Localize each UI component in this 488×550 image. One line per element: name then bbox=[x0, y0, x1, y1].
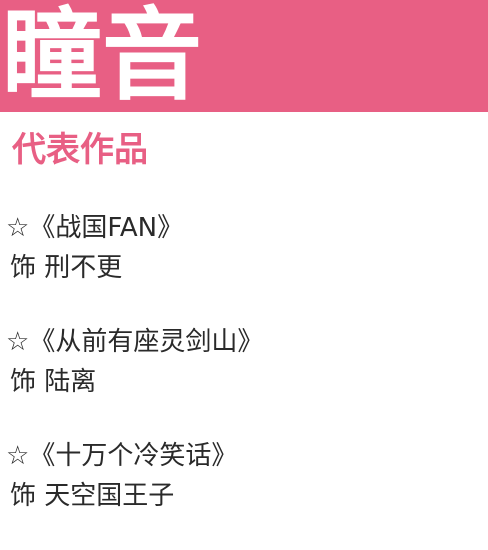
star-icon: ☆ bbox=[6, 441, 30, 471]
work-title-text: 《从前有座灵剑山》 bbox=[29, 327, 264, 357]
role-name: 陆离 bbox=[44, 367, 97, 397]
star-icon: ☆ bbox=[6, 213, 30, 243]
list-item: ☆《战国FAN》 饰 刑不更 bbox=[6, 208, 482, 322]
work-title-text: 《十万个冷笑话》 bbox=[29, 441, 238, 471]
work-title: ☆《从前有座灵剑山》 bbox=[6, 322, 482, 362]
header-banner: 瞳音 bbox=[0, 0, 488, 114]
work-title: ☆《十万个冷笑话》 bbox=[6, 436, 482, 476]
star-icon: ☆ bbox=[6, 327, 30, 357]
role-name: 天空国王子 bbox=[44, 481, 175, 511]
role-prefix: 饰 bbox=[10, 367, 37, 397]
role-prefix: 饰 bbox=[10, 481, 37, 511]
list-item: ☆《从前有座灵剑山》 饰 陆离 bbox=[6, 322, 482, 436]
work-title-text: 《战国FAN》 bbox=[29, 213, 184, 243]
role-name: 刑不更 bbox=[44, 253, 123, 283]
role-prefix: 饰 bbox=[10, 253, 37, 283]
page-title: 瞳音 bbox=[2, 0, 202, 114]
works-list: ☆《战国FAN》 饰 刑不更 ☆《从前有座灵剑山》 饰 陆离 ☆《十万个冷笑话》… bbox=[6, 208, 482, 550]
work-role: 饰 刑不更 bbox=[6, 248, 482, 288]
work-role: 饰 天空国王子 bbox=[6, 476, 482, 516]
work-role: 饰 陆离 bbox=[6, 362, 482, 402]
list-item: ☆《十万个冷笑话》 饰 天空国王子 bbox=[6, 436, 482, 550]
section-heading: 代表作品 bbox=[12, 130, 148, 170]
work-title: ☆《战国FAN》 bbox=[6, 208, 482, 248]
